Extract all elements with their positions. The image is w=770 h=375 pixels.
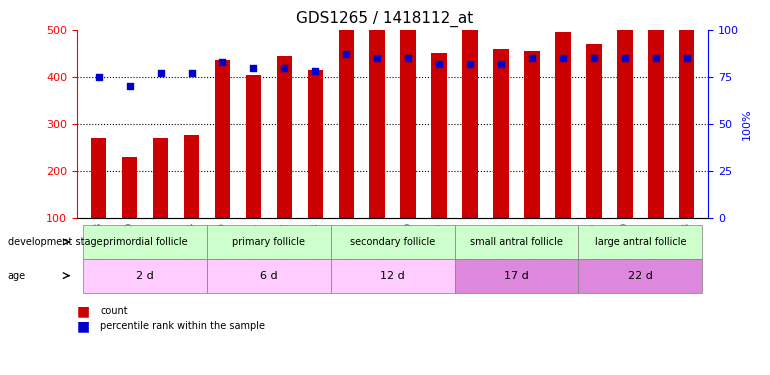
Bar [524, 51, 540, 217]
Text: development stage: development stage [8, 237, 102, 247]
Point [123, 83, 136, 89]
Bar [679, 30, 695, 217]
Bar [307, 70, 323, 217]
Text: primary follicle: primary follicle [233, 237, 306, 247]
Bar [462, 30, 478, 217]
Text: primordial follicle: primordial follicle [102, 237, 187, 247]
Point [588, 55, 600, 61]
Point [340, 51, 353, 57]
Point [371, 55, 383, 61]
Point [526, 55, 538, 61]
Text: large antral follicle: large antral follicle [594, 237, 686, 247]
Point [247, 64, 259, 70]
Bar [400, 18, 416, 217]
Bar [91, 138, 106, 218]
Y-axis label: 100%: 100% [742, 108, 752, 140]
Bar [215, 60, 230, 217]
Point [186, 70, 198, 76]
Point [92, 74, 105, 80]
Bar [246, 75, 261, 217]
Point [216, 59, 229, 65]
Text: 6 d: 6 d [260, 271, 278, 280]
Bar [431, 54, 447, 217]
Text: 22 d: 22 d [628, 271, 653, 280]
Bar [122, 157, 137, 218]
Point [618, 55, 631, 61]
Text: ■: ■ [77, 319, 90, 333]
Text: 2 d: 2 d [136, 271, 154, 280]
Point [464, 61, 476, 67]
Text: age: age [8, 271, 26, 280]
Point [681, 55, 693, 61]
Bar [339, 23, 354, 217]
Bar [276, 56, 292, 217]
Point [278, 64, 290, 70]
Text: 12 d: 12 d [380, 271, 405, 280]
Bar [370, 30, 385, 217]
Text: ■: ■ [77, 304, 90, 318]
Text: secondary follicle: secondary follicle [350, 237, 435, 247]
Point [402, 55, 414, 61]
Point [557, 55, 569, 61]
Text: small antral follicle: small antral follicle [470, 237, 563, 247]
Bar [152, 138, 169, 218]
Bar [494, 49, 509, 217]
Bar [184, 135, 199, 218]
Point [155, 70, 167, 76]
Text: count: count [100, 306, 128, 316]
Point [650, 55, 662, 61]
Bar [586, 44, 601, 218]
Point [433, 61, 445, 67]
Bar [648, 26, 664, 218]
Text: percentile rank within the sample: percentile rank within the sample [100, 321, 265, 331]
Point [310, 68, 322, 74]
Bar [617, 26, 633, 218]
Point [495, 61, 507, 67]
Text: GDS1265 / 1418112_at: GDS1265 / 1418112_at [296, 11, 474, 27]
Bar [555, 32, 571, 218]
Text: 17 d: 17 d [504, 271, 529, 280]
